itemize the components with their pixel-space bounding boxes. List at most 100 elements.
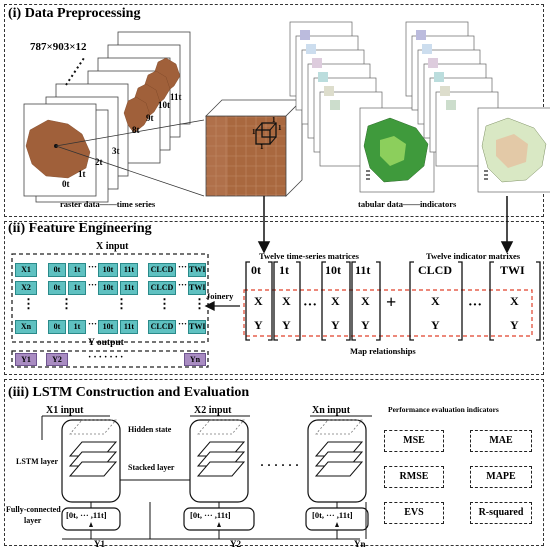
time-label: 2t: [95, 157, 103, 167]
metric-evs: EVS: [384, 502, 444, 524]
lstm-input-label: X1 input: [46, 405, 84, 416]
raster-dims: 787×903×12: [30, 41, 87, 53]
matrix-ellipsis: ···: [468, 298, 483, 313]
raster-map-shapes: [25, 57, 181, 179]
x-cell: CLCD: [148, 263, 176, 277]
matrix-x: X: [361, 294, 370, 308]
stacked-layer-label: Stacked layer: [128, 463, 175, 472]
lstm-output-label: Y1: [94, 539, 105, 549]
time-label: 0t: [62, 179, 70, 189]
fc-layer-label: Fully-connected: [6, 505, 61, 514]
metric-rmse: RMSE: [384, 466, 444, 488]
map-shape: [123, 96, 151, 134]
x-cell: 11t: [120, 281, 138, 295]
section-title-feature-engineering: (ii) Feature Engineering: [8, 221, 152, 236]
x-cell: 0t: [48, 263, 66, 277]
fc-layer-label: layer: [24, 516, 42, 525]
matrix-y: Y: [510, 318, 519, 332]
y-cell: Y1: [15, 353, 37, 366]
time-label: 1t: [78, 169, 86, 179]
time-label: 9t: [146, 113, 154, 123]
indicator-map-detail: [496, 134, 528, 168]
lstm-output-label: Y2: [230, 539, 241, 549]
tabular-caption: tabular data——indicators: [358, 199, 457, 209]
y-ellipsis: ·······: [88, 352, 126, 363]
hidden-state-label: Hidden state: [128, 425, 172, 434]
joinery-arrow: [204, 300, 240, 312]
map-shape: [25, 119, 91, 179]
matrix-y: Y: [254, 318, 263, 332]
y-output-label: Y output: [88, 338, 124, 348]
x-cell: 10t: [98, 263, 118, 277]
feature-engineering-panel: [4, 221, 544, 375]
v-ellipsis: ⋮: [193, 296, 206, 311]
time-label: 11t: [170, 92, 182, 102]
matrix-x: X: [510, 294, 519, 308]
y-output-box: [11, 350, 209, 368]
x-cell: CLCD: [148, 320, 176, 334]
grid-cell-index: 1: [272, 116, 276, 124]
x-cell: 1t: [68, 320, 86, 334]
matrix-y: Y: [282, 318, 291, 332]
raster-caption: raster data——time series: [60, 199, 156, 209]
v-ellipsis: ⋮: [22, 296, 35, 311]
lstm-unit-3: [305, 415, 372, 539]
matrix-y: Y: [331, 318, 340, 332]
matrix-x: X: [431, 294, 440, 308]
matrix-head: 0t: [251, 263, 261, 277]
grid-cell-index: 1: [252, 128, 256, 136]
x-row-name: X1: [15, 263, 37, 277]
grid-cell-index: 1: [278, 124, 282, 132]
time-label: 10t: [158, 100, 170, 110]
x-cell: TWI: [188, 281, 206, 295]
matrix-x: X: [282, 294, 291, 308]
matrix-ellipsis: ···: [303, 298, 318, 313]
h-ellipsis: ···: [88, 280, 98, 290]
lstm-input-label: X2 input: [194, 405, 232, 416]
h-ellipsis: ···: [88, 319, 98, 329]
metric-mse: MSE: [384, 430, 444, 452]
matrix-head: CLCD: [418, 263, 453, 277]
x-input-box: [11, 253, 209, 343]
matrix-brackets: [245, 261, 541, 341]
indicator-thumbs: [300, 30, 456, 110]
fc-vector: [0t, ··· ,11t]: [190, 510, 231, 520]
section-title-lstm: (iii) LSTM Construction and Evaluation: [8, 385, 250, 400]
y-cell: Y2: [46, 353, 68, 366]
x-cell: 0t: [48, 281, 66, 295]
ts-matrices-caption: Twelve time-series matrices: [259, 251, 359, 261]
x-cell: TWI: [188, 263, 206, 277]
x-row-name: Xn: [15, 320, 37, 334]
matrix-x: X: [254, 294, 263, 308]
plus-sign: +: [386, 292, 397, 312]
metric-r-squared: R-squared: [470, 502, 532, 524]
map-legend: [366, 170, 488, 180]
fc-vector: [0t, ··· ,11t]: [312, 510, 353, 520]
matrix-y: Y: [431, 318, 440, 332]
grid-cell-index: 1: [260, 143, 264, 151]
x-cell: 1t: [68, 281, 86, 295]
metric-mape: MAPE: [470, 466, 532, 488]
perf-title: Performance evaluation indicators: [388, 405, 499, 414]
section-title-preprocessing: (i) Data Preprocessing: [8, 6, 141, 21]
x-cell: 0t: [48, 320, 66, 334]
metric-mae: MAE: [470, 430, 532, 452]
x-cell: 1t: [68, 263, 86, 277]
units-ellipsis: · · · · · ·: [260, 458, 300, 472]
x-cell: 10t: [98, 320, 118, 334]
time-label: 3t: [112, 146, 120, 156]
y-cell: Yn: [184, 353, 206, 366]
land-cover-detail: [380, 136, 406, 166]
h-ellipsis: ···: [178, 262, 188, 272]
h-ellipsis: ···: [178, 280, 188, 290]
h-ellipsis: ···: [178, 319, 188, 329]
x-cell: 11t: [120, 263, 138, 277]
v-ellipsis: ⋮: [60, 296, 73, 311]
x-cell: 11t: [120, 320, 138, 334]
down-arrows: [257, 196, 514, 254]
lstm-unit-2: [120, 415, 360, 540]
lstm-unit-1: [41, 415, 150, 540]
